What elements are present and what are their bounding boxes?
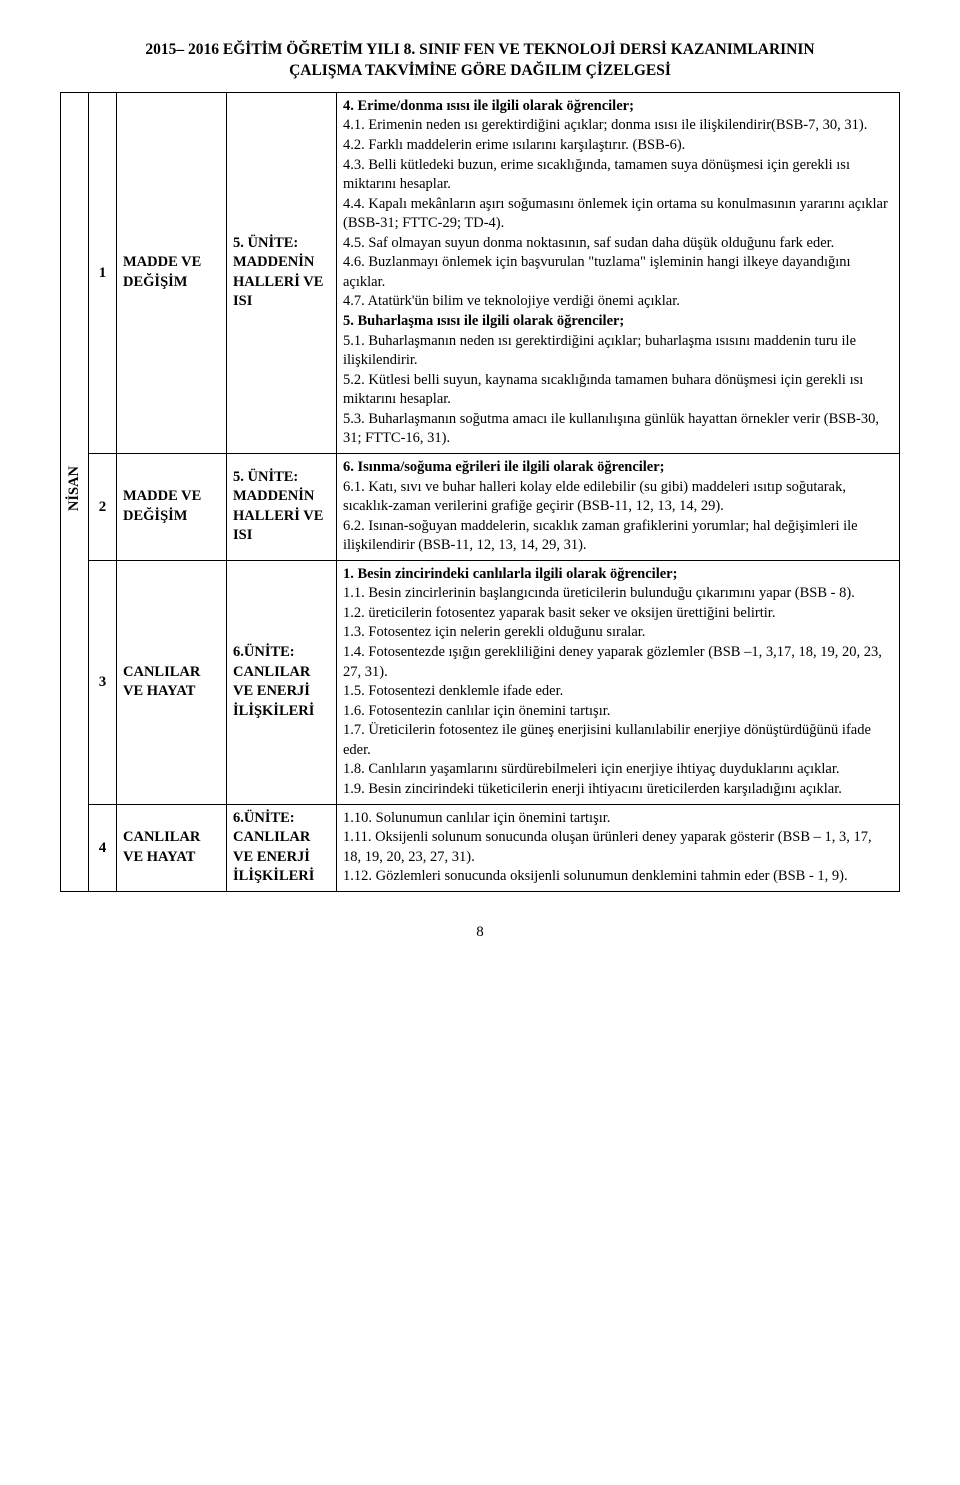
content-line: 1.9. Besin zincirindeki tüketicilerin en… <box>343 780 893 800</box>
unit-cell: 5. ÜNİTE: MADDENİN HALLERİ VE ISI <box>227 92 337 453</box>
content-line: 1.8. Canlıların yaşamlarını sürdürebilme… <box>343 760 893 780</box>
schedule-table: NİSAN1MADDE VE DEĞİŞİM5. ÜNİTE: MADDENİN… <box>60 92 900 892</box>
content-cell: 1.10. Solunumun canlılar için önemini ta… <box>337 804 900 891</box>
content-line: 1.11. Oksijenli solunum sonucunda oluşan… <box>343 828 893 867</box>
table-row: 2MADDE VE DEĞİŞİM5. ÜNİTE: MADDENİN HALL… <box>61 453 900 560</box>
week-cell: 1 <box>89 92 117 453</box>
page-number: 8 <box>60 922 900 942</box>
header-line-2: ÇALIŞMA TAKVİMİNE GÖRE DAĞILIM ÇİZELGESİ <box>60 61 900 82</box>
content-cell: 1. Besin zincirindeki canlılarla ilgili … <box>337 560 900 804</box>
subject-cell: CANLILAR VE HAYAT <box>117 804 227 891</box>
page-header: 2015– 2016 EĞİTİM ÖĞRETİM YILI 8. SINIF … <box>60 40 900 82</box>
header-line-1: 2015– 2016 EĞİTİM ÖĞRETİM YILI 8. SINIF … <box>60 40 900 61</box>
content-heading: 5. Buharlaşma ısısı ile ilgili olarak öğ… <box>343 312 893 332</box>
content-line: 4.5. Saf olmayan suyun donma noktasının,… <box>343 234 893 254</box>
unit-cell: 6.ÜNİTE: CANLILAR VE ENERJİ İLİŞKİLERİ <box>227 560 337 804</box>
content-line: 5.2. Kütlesi belli suyun, kaynama sıcakl… <box>343 371 893 410</box>
week-cell: 2 <box>89 453 117 560</box>
week-cell: 3 <box>89 560 117 804</box>
content-line: 6.1. Katı, sıvı ve buhar halleri kolay e… <box>343 478 893 517</box>
content-line: 5.3. Buharlaşmanın soğutma amacı ile kul… <box>343 410 893 449</box>
content-line: 1.12. Gözlemleri sonucunda oksijenli sol… <box>343 867 893 887</box>
content-line: 4.4. Kapalı mekânların aşırı soğumasını … <box>343 195 893 234</box>
content-line: 1.4. Fotosentezde ışığın gerekliliğini d… <box>343 643 893 682</box>
content-line: 4.2. Farklı maddelerin erime ısılarını k… <box>343 136 893 156</box>
month-label: NİSAN <box>65 466 85 511</box>
table-row: NİSAN1MADDE VE DEĞİŞİM5. ÜNİTE: MADDENİN… <box>61 92 900 453</box>
unit-cell: 5. ÜNİTE: MADDENİN HALLERİ VE ISI <box>227 453 337 560</box>
unit-cell: 6.ÜNİTE: CANLILAR VE ENERJİ İLİŞKİLERİ <box>227 804 337 891</box>
content-line: 1.7. Üreticilerin fotosentez ile güneş e… <box>343 721 893 760</box>
content-line: 1.2. üreticilerin fotosentez yaparak bas… <box>343 604 893 624</box>
content-line: 5.1. Buharlaşmanın neden ısı gerektirdiğ… <box>343 332 893 371</box>
content-line: 1.5. Fotosentezi denklemle ifade eder. <box>343 682 893 702</box>
content-heading: 4. Erime/donma ısısı ile ilgili olarak ö… <box>343 97 893 117</box>
month-cell: NİSAN <box>61 92 89 891</box>
subject-cell: CANLILAR VE HAYAT <box>117 560 227 804</box>
content-line: 1.3. Fotosentez için nelerin gerekli old… <box>343 623 893 643</box>
content-line: 4.7. Atatürk'ün bilim ve teknolojiye ver… <box>343 292 893 312</box>
content-line: 4.3. Belli kütledeki buzun, erime sıcakl… <box>343 156 893 195</box>
content-cell: 6. Isınma/soğuma eğrileri ile ilgili ola… <box>337 453 900 560</box>
content-line: 1.1. Besin zincirlerinin başlangıcında ü… <box>343 584 893 604</box>
table-row: 4CANLILAR VE HAYAT6.ÜNİTE: CANLILAR VE E… <box>61 804 900 891</box>
content-line: 6.2. Isınan-soğuyan maddelerin, sıcaklık… <box>343 517 893 556</box>
content-heading: 6. Isınma/soğuma eğrileri ile ilgili ola… <box>343 458 893 478</box>
content-line: 1.10. Solunumun canlılar için önemini ta… <box>343 809 893 829</box>
week-cell: 4 <box>89 804 117 891</box>
content-line: 4.1. Erimenin neden ısı gerektirdiğini a… <box>343 116 893 136</box>
content-line: 1.6. Fotosentezin canlılar için önemini … <box>343 702 893 722</box>
content-line: 4.6. Buzlanmayı önlemek için başvurulan … <box>343 253 893 292</box>
content-heading: 1. Besin zincirindeki canlılarla ilgili … <box>343 565 893 585</box>
table-row: 3CANLILAR VE HAYAT6.ÜNİTE: CANLILAR VE E… <box>61 560 900 804</box>
subject-cell: MADDE VE DEĞİŞİM <box>117 453 227 560</box>
subject-cell: MADDE VE DEĞİŞİM <box>117 92 227 453</box>
content-cell: 4. Erime/donma ısısı ile ilgili olarak ö… <box>337 92 900 453</box>
